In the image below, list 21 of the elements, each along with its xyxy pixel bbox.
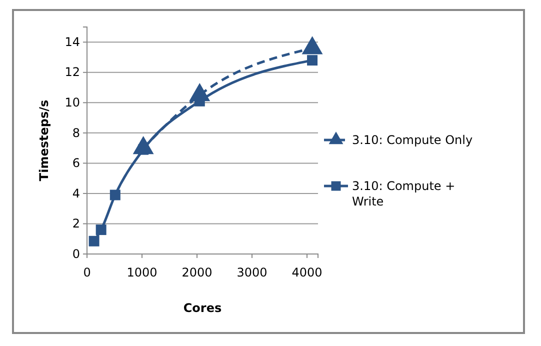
- x-tick-label: 0: [83, 266, 91, 280]
- legend-label: 3.10: Compute + Write: [352, 179, 456, 209]
- y-axis-title: Timesteps/s: [37, 100, 51, 182]
- y-tick-label: 10: [64, 96, 80, 110]
- y-tick-label: 12: [64, 65, 80, 80]
- x-tick-label: 4000: [292, 266, 322, 280]
- point: [307, 55, 318, 66]
- point: [96, 224, 106, 236]
- y-tick-label: 0: [72, 246, 80, 261]
- y-tick-label: 4: [72, 186, 80, 200]
- point: [110, 190, 120, 200]
- x-tick-label: 3000: [236, 266, 268, 280]
- y-tick-label: 2: [72, 216, 80, 231]
- y-tick-label: 8: [72, 126, 80, 140]
- x-tick-label: 2000: [182, 266, 212, 280]
- x-tick-label: 1000: [126, 266, 158, 280]
- point: [88, 236, 100, 246]
- y-tick-label: 14: [64, 34, 80, 49]
- y-tick-label: 6: [72, 156, 80, 170]
- x-axis-title: Cores: [183, 301, 222, 315]
- legend-label: 3.10: Compute Only: [352, 133, 473, 147]
